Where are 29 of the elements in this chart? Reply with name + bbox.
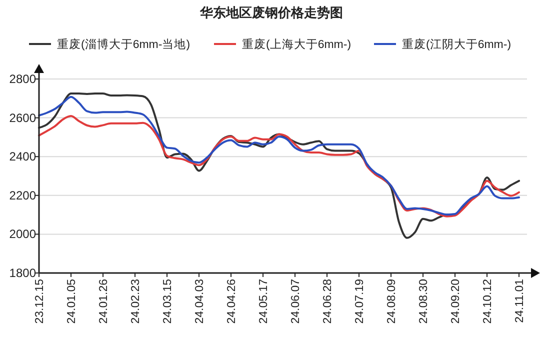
y-tick-label: 2000 [9,227,36,242]
y-tick-label: 1800 [9,266,36,280]
y-tick-label: 2600 [9,110,36,125]
x-tick-label: 24.01.05 [66,279,78,324]
x-tick-label: 24.10.12 [482,279,494,324]
x-tick-label: 24.07.19 [354,279,366,324]
y-tick-label: 2400 [9,150,36,164]
legend-label: 重废(江阴大于6mm-) [402,37,512,51]
x-tick-label: 24.04.26 [226,279,238,324]
x-tick-label: 24.11.01 [514,279,526,323]
line-series [38,96,520,216]
x-tick-label: 24.03.15 [162,279,174,324]
x-tick-label: 24.01.26 [98,279,110,324]
chart-title: 华东地区废钢价格走势图 [199,5,343,20]
y-tick-label: 2200 [9,188,36,202]
x-tick-label: 24.08.30 [418,279,430,324]
x-tick-label: 23.12.15 [34,279,46,324]
x-tick-label: 24.08.09 [386,279,398,324]
x-tick-label: 24.05.17 [258,279,270,324]
legend-label: 重废(上海大于6mm-) [242,37,352,51]
y-tick-label: 2800 [9,72,36,86]
x-tick-label: 24.06.28 [322,279,334,324]
x-tick-label: 24.09.20 [450,279,462,324]
x-tick-label: 24.06.07 [290,279,302,324]
legend-label: 重废(淄博大于6mm-当地) [57,37,190,51]
x-tick-label: 24.02.23 [130,279,142,324]
x-tick-label: 24.04.03 [194,279,206,324]
line-series [38,115,520,218]
line-series [38,92,520,239]
